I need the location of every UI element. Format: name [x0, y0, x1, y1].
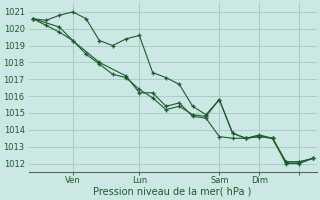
X-axis label: Pression niveau de la mer( hPa ): Pression niveau de la mer( hPa ): [93, 187, 252, 197]
